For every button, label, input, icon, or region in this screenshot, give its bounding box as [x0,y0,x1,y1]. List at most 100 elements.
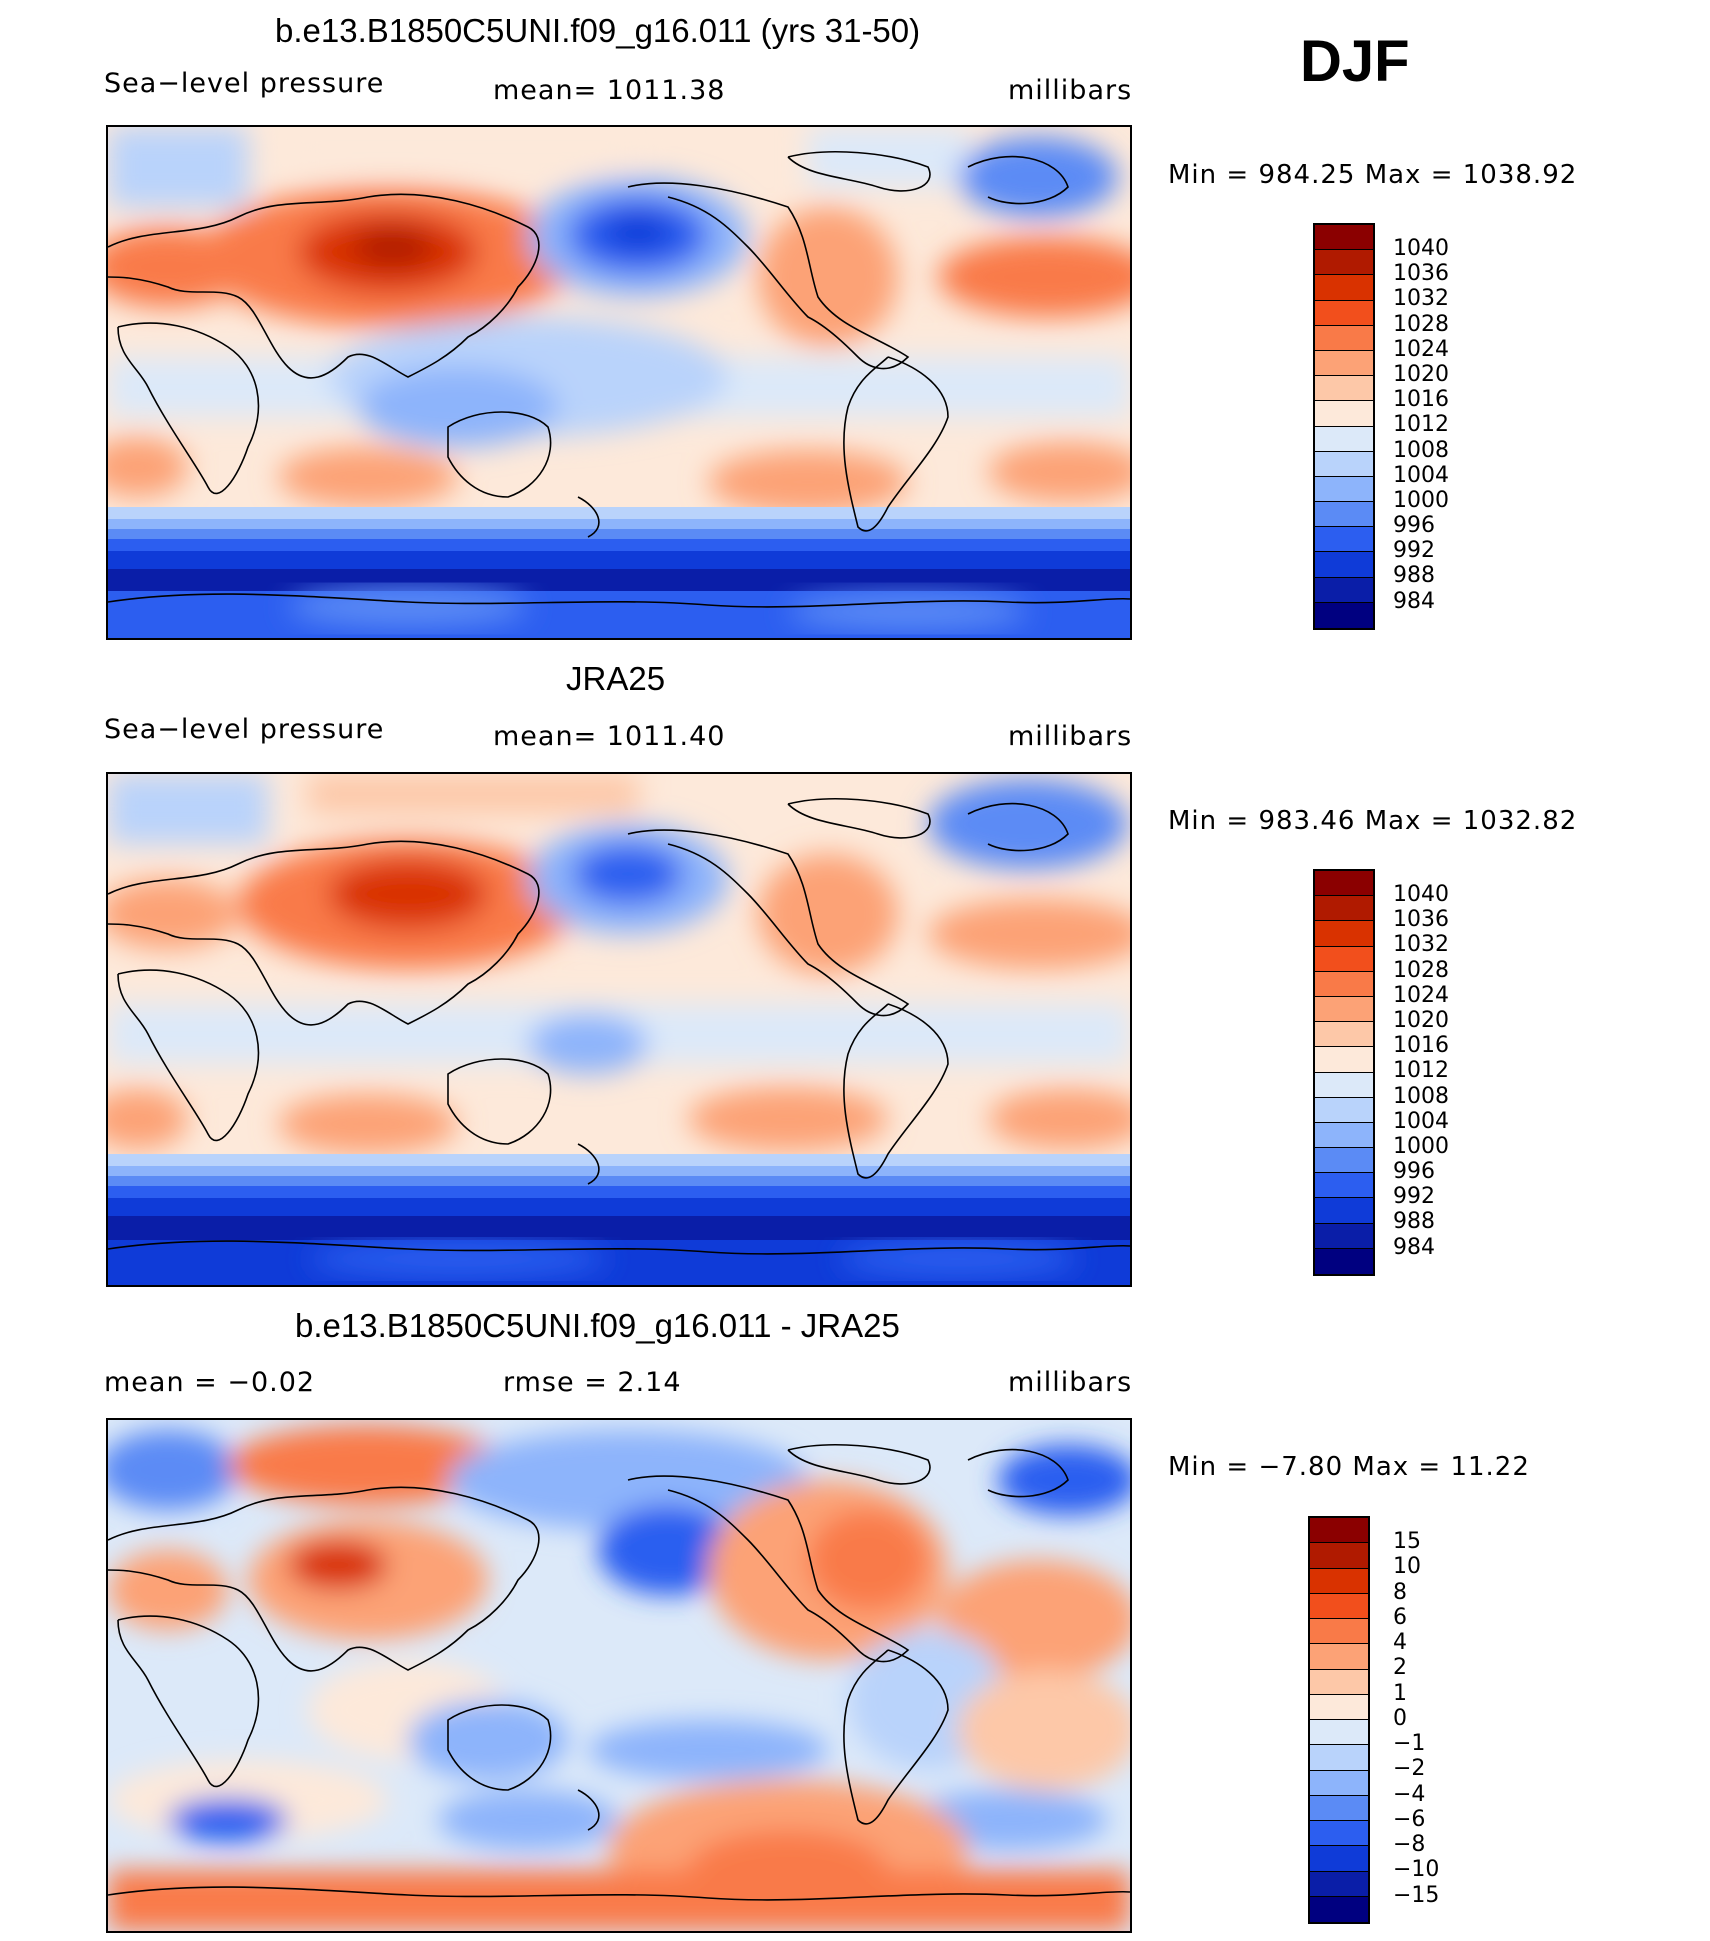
panel2-mean-label: mean= 1011.40 [493,721,726,752]
colorbar-swatch [1310,1896,1368,1922]
colorbar-swatch [1315,552,1373,578]
colorbar-swatch [1310,1846,1368,1872]
colorbar-level-label: 984 [1393,1234,1435,1260]
colorbar-level-label: 10 [1393,1554,1421,1580]
colorbar-level-label: 988 [1393,563,1435,589]
colorbar-level-label: 1040 [1393,882,1449,907]
colorbar-level-label: 1008 [1393,437,1449,463]
colorbar-swatch [1315,476,1373,503]
colorbar-swatch [1315,577,1373,603]
colorbar-level-label: 1032 [1393,286,1449,312]
colorbar-level-label: 1012 [1393,1058,1449,1084]
colorbar-level-label: 1040 [1393,236,1449,261]
panel1-mean-label: mean= 1011.38 [493,75,726,106]
colorbar-swatch [1315,1122,1373,1149]
panel3-map-canvas [108,1420,1130,1931]
colorbar-level-label: 1016 [1393,387,1449,413]
colorbar-level-label: 1028 [1393,957,1449,983]
colorbar-swatch [1315,225,1373,251]
panel3-map [106,1418,1132,1933]
colorbar-level-label: 1024 [1393,982,1449,1008]
colorbar-level-label: 1036 [1393,261,1449,287]
colorbar-swatch [1315,1047,1373,1073]
colorbar-swatch [1315,502,1373,528]
colorbar-swatch [1315,921,1373,947]
panel3-units-label: millibars [1008,1367,1133,1398]
colorbar-swatch [1310,1821,1368,1847]
colorbar-swatch [1315,1072,1373,1098]
colorbar-level-label: 6 [1393,1604,1407,1630]
colorbar-swatch [1315,426,1373,452]
colorbar-swatch [1315,971,1373,997]
panel3-mean-label: mean = −0.02 [104,1367,316,1398]
colorbar-swatch [1315,602,1373,628]
colorbar-level-label: 996 [1393,513,1435,539]
colorbar-swatch [1310,1568,1368,1594]
panel2-units-label: millibars [1008,721,1133,752]
colorbar-level-label: 992 [1393,1184,1435,1210]
colorbar-swatch [1310,1694,1368,1720]
colorbar-level-label: 1028 [1393,311,1449,337]
panel3-title: b.e13.B1850C5UNI.f09_g16.011 - JRA25 [295,1307,900,1344]
colorbar-level-label: 1016 [1393,1033,1449,1059]
panel3-minmax: Min = −7.80 Max = 11.22 [1168,1452,1530,1482]
colorbar-level-label: −15 [1393,1882,1440,1908]
panel1-map [106,125,1132,640]
colorbar-swatch [1315,871,1373,897]
panel2-colorbar [1313,869,1375,1276]
colorbar-level-label: 1000 [1393,487,1449,513]
colorbar-swatch [1310,1543,1368,1569]
colorbar-swatch [1310,1644,1368,1670]
colorbar-swatch [1310,1871,1368,1897]
colorbar-level-label: 1020 [1393,361,1449,387]
colorbar-swatch [1310,1745,1368,1771]
colorbar-level-label: 1036 [1393,907,1449,933]
colorbar-swatch [1310,1770,1368,1796]
panel2-variable-label: Sea−level pressure [104,714,385,745]
colorbar-level-label: 984 [1393,588,1435,614]
panel1-colorbar-labels: 1040 1036 1032 1028 1024 1020 1016 1012 1008 1004… [1393,236,1449,614]
colorbar-swatch [1315,350,1373,377]
colorbar-swatch [1315,1198,1373,1224]
panel2-colorbar-labels: 1040 1036 1032 1028 1024 1020 1016 1012 1008 1004… [1393,882,1449,1260]
colorbar-swatch [1315,1097,1373,1123]
colorbar-swatch [1310,1795,1368,1821]
panel2-title: JRA25 [566,660,666,697]
colorbar-level-label: 0 [1393,1705,1407,1731]
colorbar-swatch [1310,1593,1368,1619]
colorbar-level-label: 2 [1393,1655,1407,1681]
colorbar-swatch [1315,300,1373,326]
colorbar-swatch [1315,1022,1373,1048]
colorbar-level-label: −2 [1393,1756,1426,1782]
colorbar-level-label: 15 [1393,1529,1421,1554]
colorbar-swatch [1315,1248,1373,1274]
colorbar-swatch [1315,1148,1373,1174]
colorbar-swatch [1315,376,1373,402]
panel1-units-label: millibars [1008,75,1133,106]
colorbar-level-label: 4 [1393,1630,1407,1655]
colorbar-swatch [1310,1720,1368,1746]
panel3-colorbar-labels: 15 10 8 6 4 2 1 0 −1 −2 −4 −6 −8 −10 −15 [1393,1529,1439,1908]
colorbar-swatch [1310,1518,1368,1544]
colorbar-swatch [1315,896,1373,922]
panel1-variable-label: Sea−level pressure [104,68,385,99]
panel2-map [106,772,1132,1287]
colorbar-swatch [1315,527,1373,553]
colorbar-swatch [1315,325,1373,351]
colorbar-swatch [1315,401,1373,427]
colorbar-swatch [1315,946,1373,972]
colorbar-level-label: 1032 [1393,932,1449,958]
colorbar-level-label: 1020 [1393,1007,1449,1033]
colorbar-level-label: 1008 [1393,1083,1449,1109]
season-label: DJF [1300,29,1410,94]
colorbar-swatch [1315,451,1373,477]
panel1-minmax: Min = 984.25 Max = 1038.92 [1168,160,1578,190]
panel1-colorbar [1313,223,1375,630]
panel3-rmse-label: rmse = 2.14 [503,1367,682,1398]
colorbar-level-label: −1 [1393,1731,1426,1756]
colorbar-level-label: 1004 [1393,1108,1449,1134]
colorbar-level-label: 1004 [1393,462,1449,488]
colorbar-level-label: 996 [1393,1159,1435,1185]
colorbar-swatch [1315,275,1373,301]
panel2-map-canvas [108,774,1130,1285]
